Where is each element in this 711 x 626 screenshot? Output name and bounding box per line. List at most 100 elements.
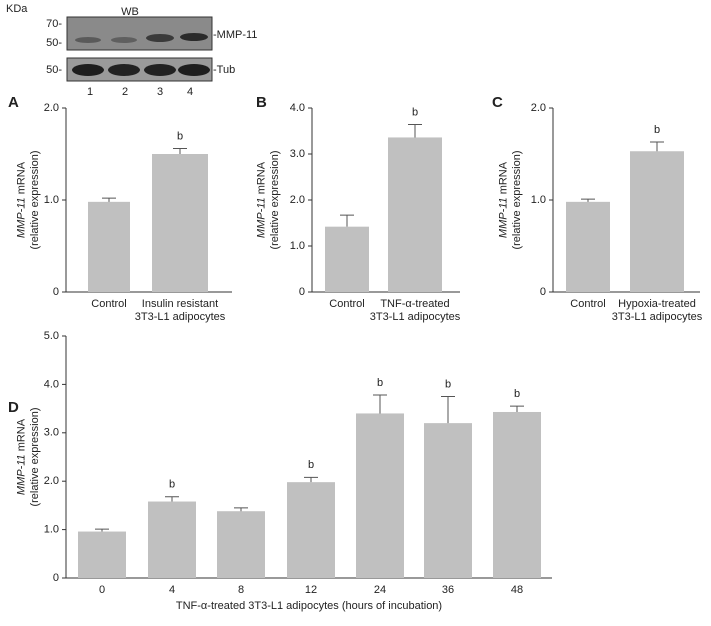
error-bar bbox=[650, 141, 664, 152]
bar bbox=[356, 413, 404, 578]
y-tick-label: 3.0 bbox=[290, 148, 305, 160]
x-tick-label: 3T3-L1 adipocytes bbox=[612, 311, 703, 323]
significance-marker: b bbox=[654, 124, 660, 136]
y-axis-label: MMP-11 mRNA (relative expression) bbox=[15, 150, 41, 249]
blot-band bbox=[180, 33, 208, 41]
blot-marker: 70- bbox=[46, 18, 62, 30]
blot-marker: 50- bbox=[46, 37, 62, 49]
y-tick-label: 4.0 bbox=[44, 378, 59, 390]
y-tick-label: 1.0 bbox=[44, 524, 59, 536]
lane-label: 1 bbox=[87, 86, 93, 98]
error-bar bbox=[304, 476, 318, 483]
error-bar bbox=[95, 528, 109, 532]
blot-band bbox=[75, 37, 101, 43]
y-axis-label-part: mRNA bbox=[497, 161, 509, 194]
gene-name: MMP-11 bbox=[255, 197, 267, 238]
error-bar bbox=[408, 124, 422, 138]
y-tick-label: 0 bbox=[540, 286, 546, 298]
x-tick-label: 8 bbox=[238, 584, 244, 596]
y-axis-label-part: mRNA bbox=[15, 161, 27, 194]
y-axis-label-line: MMP-11 mRNA bbox=[497, 161, 509, 238]
x-tick-label: Hypoxia-treated bbox=[618, 298, 696, 310]
bar bbox=[152, 154, 208, 292]
bar bbox=[424, 423, 472, 578]
bar bbox=[78, 531, 126, 578]
y-axis-label-line: (relative expression) bbox=[29, 407, 41, 506]
x-tick-label: 4 bbox=[169, 584, 175, 596]
significance-marker: b bbox=[169, 479, 175, 491]
y-tick-label: 1.0 bbox=[290, 240, 305, 252]
y-tick-label: 5.0 bbox=[44, 330, 59, 342]
gene-name: MMP-11 bbox=[497, 197, 509, 238]
blot-method: WB bbox=[121, 6, 139, 18]
y-axis-label-line: MMP-11 mRNA bbox=[15, 161, 27, 238]
blot-band bbox=[144, 64, 176, 76]
gene-name: MMP-11 bbox=[15, 197, 27, 238]
y-tick-label: 2.0 bbox=[531, 102, 546, 114]
y-axis-label: MMP-11 mRNA (relative expression) bbox=[497, 150, 523, 249]
y-axis-label-line: (relative expression) bbox=[511, 150, 523, 249]
y-tick-label: 2.0 bbox=[44, 102, 59, 114]
bar bbox=[88, 201, 130, 292]
y-tick-label: 1.0 bbox=[44, 194, 59, 206]
blot-band bbox=[72, 64, 104, 76]
y-tick-label: 2.0 bbox=[290, 194, 305, 206]
blot-band bbox=[108, 64, 140, 76]
bar bbox=[493, 411, 541, 578]
error-bar bbox=[102, 197, 116, 202]
y-axis-label-line: MMP-11 mRNA bbox=[255, 161, 267, 238]
significance-marker: b bbox=[177, 130, 183, 142]
blot-band-label: -MMP-11 bbox=[213, 29, 257, 41]
gene-name: MMP-11 bbox=[15, 454, 27, 495]
y-axis-label-line: MMP-11 mRNA bbox=[15, 418, 27, 495]
y-axis-label: MMP-11 mRNA (relative expression) bbox=[15, 407, 41, 506]
significance-marker: b bbox=[377, 377, 383, 389]
x-tick-label: 3T3-L1 adipocytes bbox=[135, 311, 226, 323]
blot-marker: 50- bbox=[46, 64, 62, 76]
x-tick-label: 3T3-L1 adipocytes bbox=[370, 311, 461, 323]
x-tick-label: 24 bbox=[374, 584, 386, 596]
y-axis-label-line: (relative expression) bbox=[29, 150, 41, 249]
y-tick-label: 2.0 bbox=[44, 475, 59, 487]
error-bar bbox=[234, 507, 248, 512]
x-tick-label: 0 bbox=[99, 584, 105, 596]
significance-marker: b bbox=[308, 459, 314, 471]
x-tick-label: Insulin resistant bbox=[142, 298, 218, 310]
bar bbox=[566, 201, 610, 292]
lane-label: 2 bbox=[122, 86, 128, 98]
error-bar bbox=[173, 147, 187, 154]
x-tick-label: TNF-α-treated bbox=[380, 298, 449, 310]
blot-unit: KDa bbox=[6, 3, 28, 15]
blot-band bbox=[111, 37, 137, 43]
x-tick-label: Control bbox=[329, 298, 364, 310]
error-bar bbox=[441, 396, 455, 424]
lane-label: 3 bbox=[157, 86, 163, 98]
x-tick-label: Control bbox=[570, 298, 605, 310]
y-tick-label: 0 bbox=[53, 572, 59, 584]
panel-label: A bbox=[8, 94, 19, 111]
bar bbox=[630, 151, 684, 292]
error-bar bbox=[581, 198, 595, 202]
x-tick-label: 36 bbox=[442, 584, 454, 596]
y-tick-label: 0 bbox=[53, 286, 59, 298]
panel-label: C bbox=[492, 94, 503, 111]
bar bbox=[148, 501, 196, 578]
western-blot: KDa WB 70- 50- 50- -MMP-11 -Tub 1 2 3 4 bbox=[6, 3, 257, 98]
bar bbox=[325, 226, 369, 292]
x-tick-label: Control bbox=[91, 298, 126, 310]
error-bar bbox=[510, 405, 524, 412]
x-tick-label: 12 bbox=[305, 584, 317, 596]
y-tick-label: 0 bbox=[299, 286, 305, 298]
panel-label: B bbox=[256, 94, 267, 111]
y-tick-label: 4.0 bbox=[290, 102, 305, 114]
bar bbox=[388, 137, 442, 292]
y-axis-label-part: mRNA bbox=[15, 418, 27, 451]
significance-marker: b bbox=[514, 388, 520, 400]
significance-marker: b bbox=[445, 378, 451, 390]
x-axis-label: TNF-α-treated 3T3-L1 adipocytes (hours o… bbox=[176, 600, 442, 612]
y-axis-label-line: (relative expression) bbox=[269, 150, 281, 249]
error-bar bbox=[340, 214, 354, 227]
panel-label: D bbox=[8, 399, 19, 416]
